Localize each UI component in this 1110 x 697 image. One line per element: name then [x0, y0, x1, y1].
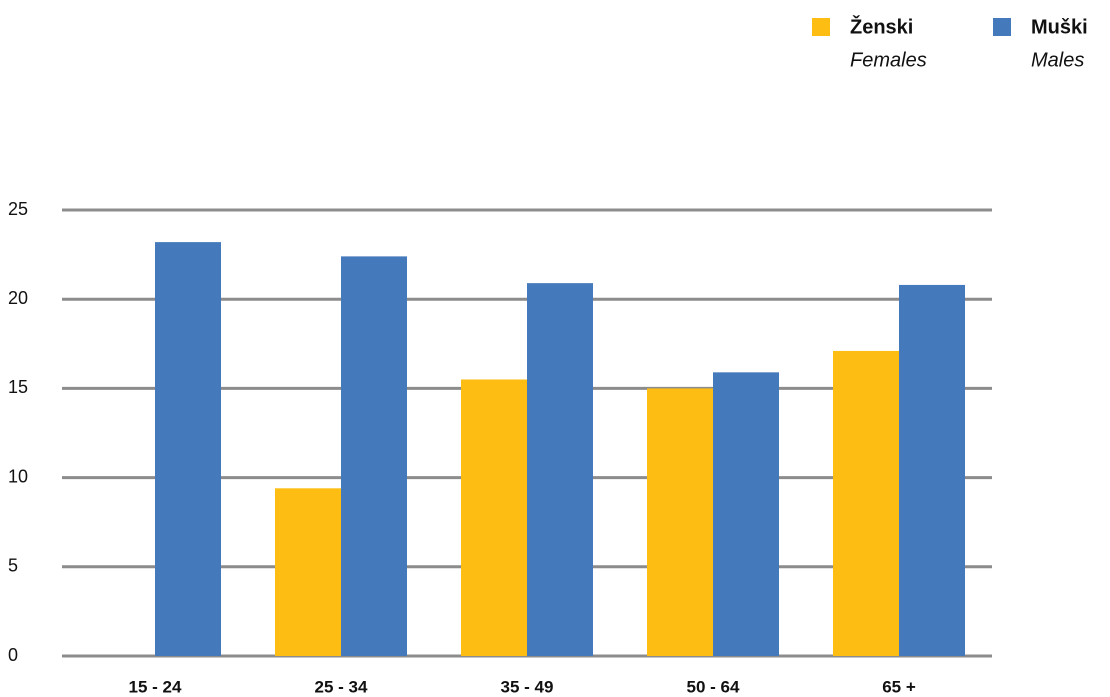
x-tick-label: 25 - 34 [315, 677, 368, 696]
y-tick-label: 10 [8, 466, 28, 486]
bar [833, 350, 899, 656]
legend-label: Ženski [850, 14, 913, 38]
legend-label: Muški [1031, 16, 1088, 38]
x-tick-label: 35 - 49 [501, 677, 554, 696]
x-tick-label: 50 - 64 [687, 677, 740, 696]
bar [275, 488, 341, 656]
bar [899, 284, 965, 656]
x-tick-label: 65 + [882, 677, 916, 696]
x-tick-label: 15 - 24 [129, 677, 182, 696]
bar [713, 372, 779, 656]
y-tick-label: 5 [8, 556, 18, 576]
y-tick-label: 20 [8, 288, 28, 308]
bar [341, 256, 407, 656]
bar [647, 388, 713, 656]
y-tick-label: 15 [8, 377, 28, 397]
legend-label-en: Males [1031, 49, 1084, 71]
legend-swatch [812, 18, 830, 36]
bar [461, 379, 527, 656]
y-tick-label: 0 [8, 645, 18, 665]
bar [527, 283, 593, 656]
bar [155, 242, 221, 656]
legend-label-en: Females [850, 49, 927, 71]
legend-swatch [993, 18, 1011, 36]
y-tick-label: 25 [8, 199, 28, 219]
